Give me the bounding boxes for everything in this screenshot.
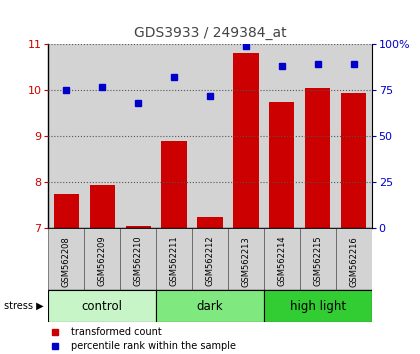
Bar: [48, 290, 156, 322]
Bar: [228, 44, 264, 228]
Text: GSM562213: GSM562213: [241, 236, 250, 286]
Text: GSM562211: GSM562211: [170, 236, 178, 286]
Text: high light: high light: [290, 300, 346, 313]
Bar: [89, 185, 115, 228]
Bar: [84, 44, 120, 228]
Bar: [156, 228, 192, 290]
Bar: [300, 44, 336, 228]
Text: stress ▶: stress ▶: [5, 301, 44, 311]
Text: percentile rank within the sample: percentile rank within the sample: [71, 341, 236, 350]
Text: GSM562216: GSM562216: [349, 236, 358, 286]
Bar: [48, 44, 84, 228]
Text: GSM562215: GSM562215: [313, 236, 322, 286]
Bar: [300, 228, 336, 290]
Bar: [192, 228, 228, 290]
Bar: [305, 88, 331, 228]
Bar: [336, 44, 372, 228]
Text: GSM562214: GSM562214: [277, 236, 286, 286]
Bar: [264, 44, 300, 228]
Bar: [228, 228, 264, 290]
Bar: [162, 141, 186, 228]
Bar: [192, 44, 228, 228]
Bar: [156, 290, 264, 322]
Bar: [54, 194, 79, 228]
Text: transformed count: transformed count: [71, 327, 162, 337]
Bar: [84, 228, 120, 290]
Text: GSM562212: GSM562212: [205, 236, 215, 286]
Bar: [120, 44, 156, 228]
Text: GSM562209: GSM562209: [98, 236, 107, 286]
Bar: [156, 44, 192, 228]
Text: GSM562208: GSM562208: [62, 236, 71, 286]
Bar: [264, 228, 300, 290]
Text: GSM562210: GSM562210: [134, 236, 143, 286]
Text: dark: dark: [197, 300, 223, 313]
Bar: [264, 290, 372, 322]
Text: control: control: [82, 300, 123, 313]
Title: GDS3933 / 249384_at: GDS3933 / 249384_at: [134, 27, 286, 40]
Bar: [336, 228, 372, 290]
Bar: [341, 93, 366, 228]
Bar: [234, 53, 259, 228]
Bar: [126, 226, 151, 228]
Bar: [197, 217, 223, 228]
Bar: [269, 102, 294, 228]
Bar: [120, 228, 156, 290]
Bar: [48, 228, 84, 290]
